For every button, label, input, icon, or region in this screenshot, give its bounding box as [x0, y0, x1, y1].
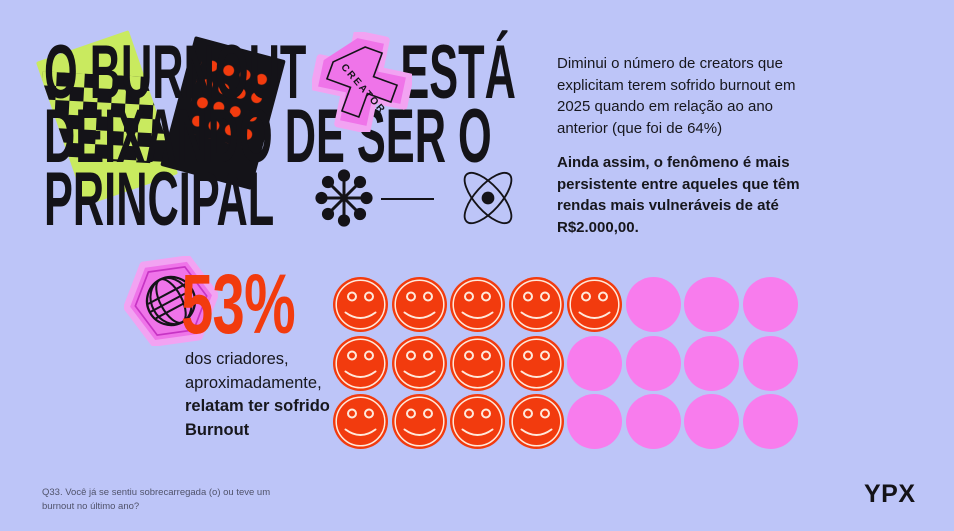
sad-face-icon: [508, 394, 564, 449]
stat-value: 53%: [181, 257, 296, 351]
pictogram-icon-plain: [625, 277, 681, 332]
sad-face-icon: [391, 335, 447, 391]
pictogram-icon-sad: [450, 335, 505, 391]
sad-face-icon: [508, 335, 564, 391]
sad-face-icon: [333, 335, 388, 391]
sad-face-icon: [567, 277, 622, 332]
pictogram-icon-sad: [391, 335, 447, 391]
sad-face-icon: [391, 277, 447, 332]
stat-caption: dos criadores, aproximadamente, relatam …: [185, 348, 353, 442]
sad-face-icon: [450, 277, 505, 332]
globe-hexagon-sticker: [124, 256, 218, 346]
headline-line-1b: ESTÁ: [400, 30, 516, 115]
pictogram-row: [333, 277, 798, 332]
horizontal-line-decoration: [381, 198, 434, 200]
pictogram-icon-plain: [567, 394, 622, 449]
pictogram-icon-sad: [508, 335, 564, 391]
pictogram-icon-sad: [333, 394, 388, 449]
ypx-logo: YPX: [864, 480, 916, 508]
pictogram-icon-sad: [391, 277, 447, 332]
headline-line-3: PRINCIPAL: [44, 157, 275, 242]
sad-face-icon: [450, 335, 505, 391]
headline-line-2: DEIXANDO DE SER O: [44, 94, 492, 179]
pictogram-icon-plain: [684, 335, 739, 391]
sad-face-icon: [391, 394, 447, 449]
pictogram-icon-plain: [567, 335, 622, 391]
sad-face-icon: [508, 277, 564, 332]
pictogram-icon-sad: [333, 277, 388, 332]
pictogram-row: [333, 394, 798, 449]
pictogram-icon-sad: [508, 277, 564, 332]
pictogram-icon-plain: [742, 394, 798, 449]
pictogram-icon-sad: [450, 394, 505, 449]
intro-text-block: Diminui o número de creators que explici…: [557, 53, 809, 238]
headline-line-1: O BURNOUT ESTÁ: [44, 35, 516, 111]
pictogram-icon-plain: [625, 335, 681, 391]
sad-face-icon: [333, 277, 388, 332]
pictogram-icon-plain: [742, 335, 798, 391]
intro-lead-paragraph: Diminui o número de creators que explici…: [557, 55, 796, 137]
intro-highlight-paragraph: Ainda assim, o fenômeno é mais persisten…: [557, 154, 800, 236]
pictogram-grid: [333, 277, 798, 449]
pictogram-icon-sad: [333, 335, 388, 391]
stat-caption-regular: dos criadores, aproximadamente,: [185, 350, 322, 392]
footnote: Q33. Você já se sentiu sobrecarregada (o…: [42, 487, 271, 512]
stat-caption-bold: relatam ter sofrido Burnout: [185, 397, 330, 439]
pictogram-icon-plain: [684, 394, 739, 449]
headline-line-1a: O BURNOUT: [44, 30, 307, 115]
pictogram-icon-plain: [742, 277, 798, 332]
pictogram-icon-sad: [450, 277, 505, 332]
asterisk-flower-icon: [315, 169, 373, 227]
pictogram-row: [333, 335, 798, 391]
sad-face-icon: [450, 394, 505, 449]
atom-icon: [463, 171, 513, 225]
pictogram-icon-sad: [391, 394, 447, 449]
pictogram-icon-sad: [508, 394, 564, 449]
pictogram-icon-plain: [684, 277, 739, 332]
pictogram-icon-sad: [567, 277, 622, 332]
creator-cross-sticker: CREATOR: [312, 32, 412, 132]
pictogram-icon-plain: [625, 394, 681, 449]
sad-face-icon: [333, 394, 388, 449]
